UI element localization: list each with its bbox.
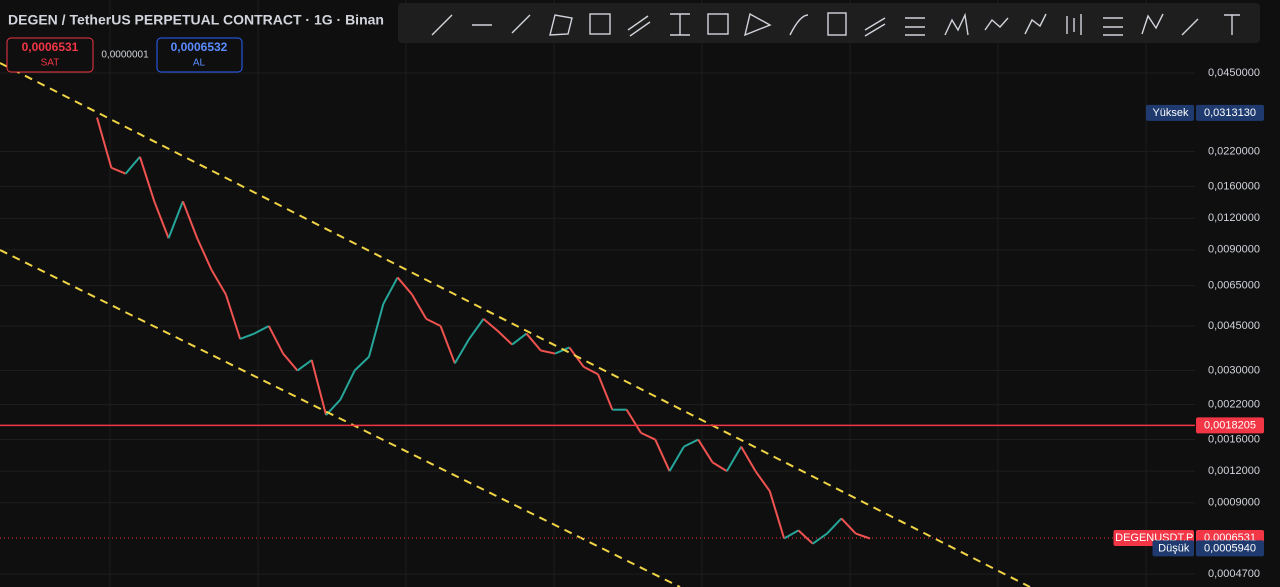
toolbar-bg <box>398 3 1260 43</box>
chart-title: DEGEN / TetherUS PERPETUAL CONTRACT · 1G… <box>8 12 384 28</box>
y-tick-label: 0,0022000 <box>1208 398 1260 410</box>
price-badge-text: 0,0005940 <box>1204 542 1256 554</box>
price-segment <box>768 490 786 539</box>
price-segment <box>826 517 843 535</box>
drawing-toolbar <box>398 3 1260 43</box>
plot <box>96 117 871 545</box>
grid <box>0 72 1195 575</box>
buy-button[interactable] <box>156 37 243 73</box>
price-segment <box>740 446 757 472</box>
price-segment <box>239 332 255 340</box>
price-segment <box>797 529 814 545</box>
price-segment <box>138 156 156 202</box>
price-segment <box>153 200 170 239</box>
y-tick-label: 0,0160000 <box>1208 181 1260 193</box>
trend-lines <box>0 62 1031 587</box>
price-badge-name-bg <box>1152 540 1194 557</box>
price-badge-text: 0,0018205 <box>1204 419 1256 431</box>
price-segment <box>368 303 385 358</box>
price-segment <box>468 318 485 340</box>
price-segment <box>124 156 141 175</box>
time-grid <box>109 0 1147 587</box>
price-segment <box>712 461 728 473</box>
price-segment <box>267 325 284 355</box>
price-segment <box>654 439 671 472</box>
price-segment <box>110 166 127 175</box>
y-tick-label: 0,0030000 <box>1208 364 1260 376</box>
price-badge-name: Düşük <box>1158 542 1190 554</box>
price-segment <box>353 356 370 372</box>
y-tick-label: 0,0220000 <box>1208 146 1260 158</box>
price-segment <box>683 438 699 448</box>
price-segment <box>855 532 871 540</box>
price-badge-name: Yüksek <box>1152 107 1189 119</box>
y-tick-label: 0,0045000 <box>1208 320 1260 332</box>
price-segment <box>840 517 857 535</box>
y-tick-label: 0,0090000 <box>1208 244 1260 256</box>
price-segment <box>224 294 242 340</box>
price-segment <box>181 200 199 239</box>
price-segment <box>625 409 642 434</box>
price-segment <box>196 237 213 271</box>
price-segment <box>583 366 599 376</box>
price-segment <box>96 117 113 169</box>
price-badge <box>1196 104 1264 121</box>
price-segment <box>754 470 771 492</box>
price-badge <box>1196 417 1264 434</box>
price-segment <box>554 346 570 355</box>
y-tick-label: 0,0009000 <box>1208 497 1260 509</box>
price-segment <box>482 318 499 332</box>
price-badge-text: 0,0313130 <box>1204 107 1256 119</box>
price-segment <box>411 293 428 320</box>
price-segment <box>783 529 799 540</box>
buy-price: 0,0006532 <box>171 40 228 54</box>
price-segment <box>439 325 456 364</box>
price-segment <box>296 359 313 372</box>
y-tick-label: 0,0012000 <box>1208 465 1260 477</box>
y-tick-label: 0,0016000 <box>1208 433 1260 445</box>
price-segment <box>167 200 184 239</box>
price-segment <box>725 446 743 472</box>
price-segment <box>210 269 227 295</box>
price-segment <box>382 276 399 305</box>
y-tick-label: 0,0065000 <box>1208 279 1260 291</box>
sell-button[interactable] <box>6 37 94 73</box>
price-badge <box>1196 540 1264 557</box>
price-segment <box>425 317 441 327</box>
buy-label: AL <box>193 58 206 69</box>
price-segment <box>310 359 328 416</box>
price-segment <box>339 370 356 401</box>
y-tick-label: 0,0450000 <box>1208 67 1260 79</box>
price-segment <box>597 373 614 411</box>
price-segment <box>525 332 542 352</box>
price-segment <box>497 330 513 346</box>
price-segment <box>253 325 270 335</box>
price-segment <box>282 352 299 372</box>
price-segment <box>396 276 413 296</box>
price-segment <box>640 431 656 441</box>
price-segment <box>697 439 714 463</box>
price-badge-name-bg <box>1146 104 1194 121</box>
sell-price: 0,0006531 <box>22 40 79 54</box>
price-segment <box>454 338 471 364</box>
price-segment <box>812 532 828 545</box>
y-tick-label: 0,0004700 <box>1208 568 1260 580</box>
price-segment <box>540 349 556 355</box>
sell-label: SAT <box>41 58 60 69</box>
price-labels: 0,0450000 0,0220000 0,0160000 0,0120000 0,00… <box>0 67 1264 580</box>
spread: 0,0000001 <box>101 50 149 61</box>
y-tick-label: 0,0120000 <box>1208 212 1260 224</box>
price-segment <box>668 446 685 472</box>
price-segment <box>511 332 528 346</box>
